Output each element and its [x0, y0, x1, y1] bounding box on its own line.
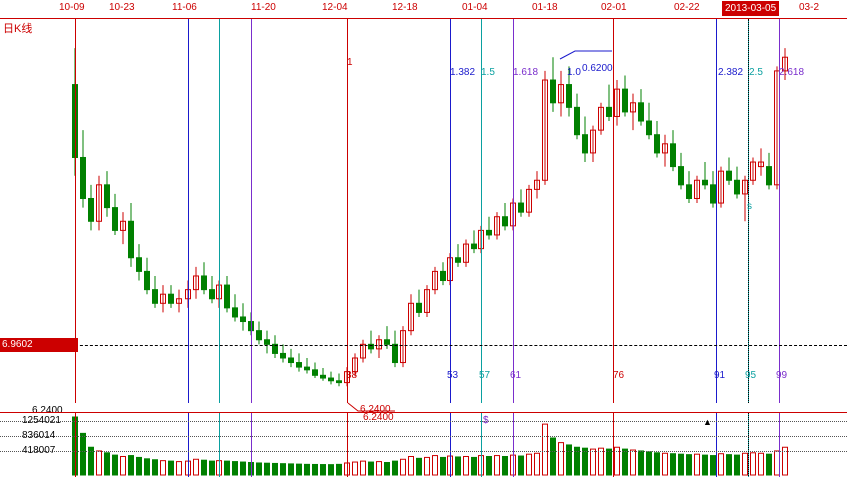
fib-vertical-line [513, 19, 514, 403]
price-low-label: 6.2400 [32, 405, 63, 416]
date-axis[interactable]: 10-09 10-23 11-06 11-20 12-04 12-18 01-04 01-18… [0, 0, 847, 19]
fib-vertical-line [481, 19, 482, 403]
date-tick: 11-20 [251, 2, 276, 13]
bar-index-label: 38 [346, 370, 358, 381]
date-tick: 12-18 [392, 2, 418, 13]
fib-ratio-label: 2.382 [718, 67, 744, 78]
date-tick: 02-01 [601, 2, 627, 13]
date-tick: 10-23 [109, 2, 135, 13]
fib-vertical-line [716, 413, 717, 477]
low-price-callout: 6.2400 [360, 404, 391, 415]
up-arrow-marker: ▲ [703, 417, 712, 427]
candlestick-plot [72, 48, 788, 387]
fib-ratio-label: 1.618 [513, 67, 539, 78]
fib-vertical-line [450, 413, 451, 477]
fib-vertical-line [513, 413, 514, 477]
fib-vertical-line [188, 19, 189, 403]
cursor-price-badge: 6.9602 [0, 338, 78, 352]
fib-vertical-line [75, 413, 76, 477]
crosshair-vertical [748, 19, 749, 403]
crosshair-vertical-volume [748, 413, 749, 477]
fib-vertical-line [251, 413, 252, 477]
volume-chart-area[interactable]: 1254021 836014 418007 [0, 412, 847, 477]
date-tick: 01-04 [462, 2, 488, 13]
volume-tick-label: 1254021 [22, 415, 61, 426]
fib-ratio-label: 0.6200 [582, 63, 613, 74]
fib-ratio-label: 1 [347, 57, 353, 68]
volume-gridline [0, 451, 847, 452]
fib-vertical-line [613, 19, 614, 403]
fib-vertical-line [481, 413, 482, 477]
fib-vertical-line [75, 19, 76, 403]
volume-tick-label: 836014 [22, 430, 56, 441]
fib-vertical-line [188, 413, 189, 477]
fib-ratio-label: 1.0 [567, 67, 581, 78]
fib-vertical-line [219, 19, 220, 403]
fib-ratio-label: 1.5 [481, 67, 495, 78]
bar-index-label: 91 [714, 370, 726, 381]
price-chart-area[interactable]: 1 1.382 1.5 1.618 1.0 0.6200 2.382 2.5 2.618 38 5… [0, 19, 847, 427]
selected-date-badge: 2013-03-05 [722, 1, 780, 16]
fib-vertical-line [219, 413, 220, 477]
fib-vertical-line [450, 19, 451, 403]
date-tick: 10-09 [59, 2, 85, 13]
bar-index-label: 53 [447, 370, 459, 381]
fib-vertical-line [347, 19, 348, 403]
fib-vertical-line [347, 413, 348, 477]
date-tick: 12-04 [322, 2, 348, 13]
date-tick: 02-22 [674, 2, 700, 13]
fib-vertical-line [716, 19, 717, 403]
volume-gridline [0, 436, 847, 437]
chart-annotation: s [747, 201, 752, 212]
volume-gridline [0, 421, 847, 422]
volume-tick-label: 418007 [22, 445, 56, 456]
bar-index-label: 76 [613, 370, 625, 381]
fib-ratio-label: 2.618 [779, 67, 805, 78]
bar-index-label: 95 [745, 370, 757, 381]
bar-index-label: 99 [776, 370, 788, 381]
fib-vertical-line [779, 19, 780, 403]
fib-vertical-line [251, 19, 252, 403]
date-tick: 03-2 [799, 2, 820, 13]
bar-index-label: 57 [479, 370, 491, 381]
date-tick: 11-06 [172, 2, 197, 13]
volume-plot [72, 416, 788, 476]
fib-ratio-label: 2.5 [749, 67, 763, 78]
chart-annotation: 6.2400 [363, 412, 394, 423]
fib-vertical-line [779, 413, 780, 477]
fib-ratio-label: 1.382 [450, 67, 476, 78]
bar-index-label: 61 [510, 370, 522, 381]
chart-annotation: $ [483, 415, 489, 426]
date-tick: 01-18 [532, 2, 558, 13]
cursor-price-line [0, 345, 847, 346]
fib-vertical-line [613, 413, 614, 477]
panel-title: 日K线 [3, 23, 33, 35]
